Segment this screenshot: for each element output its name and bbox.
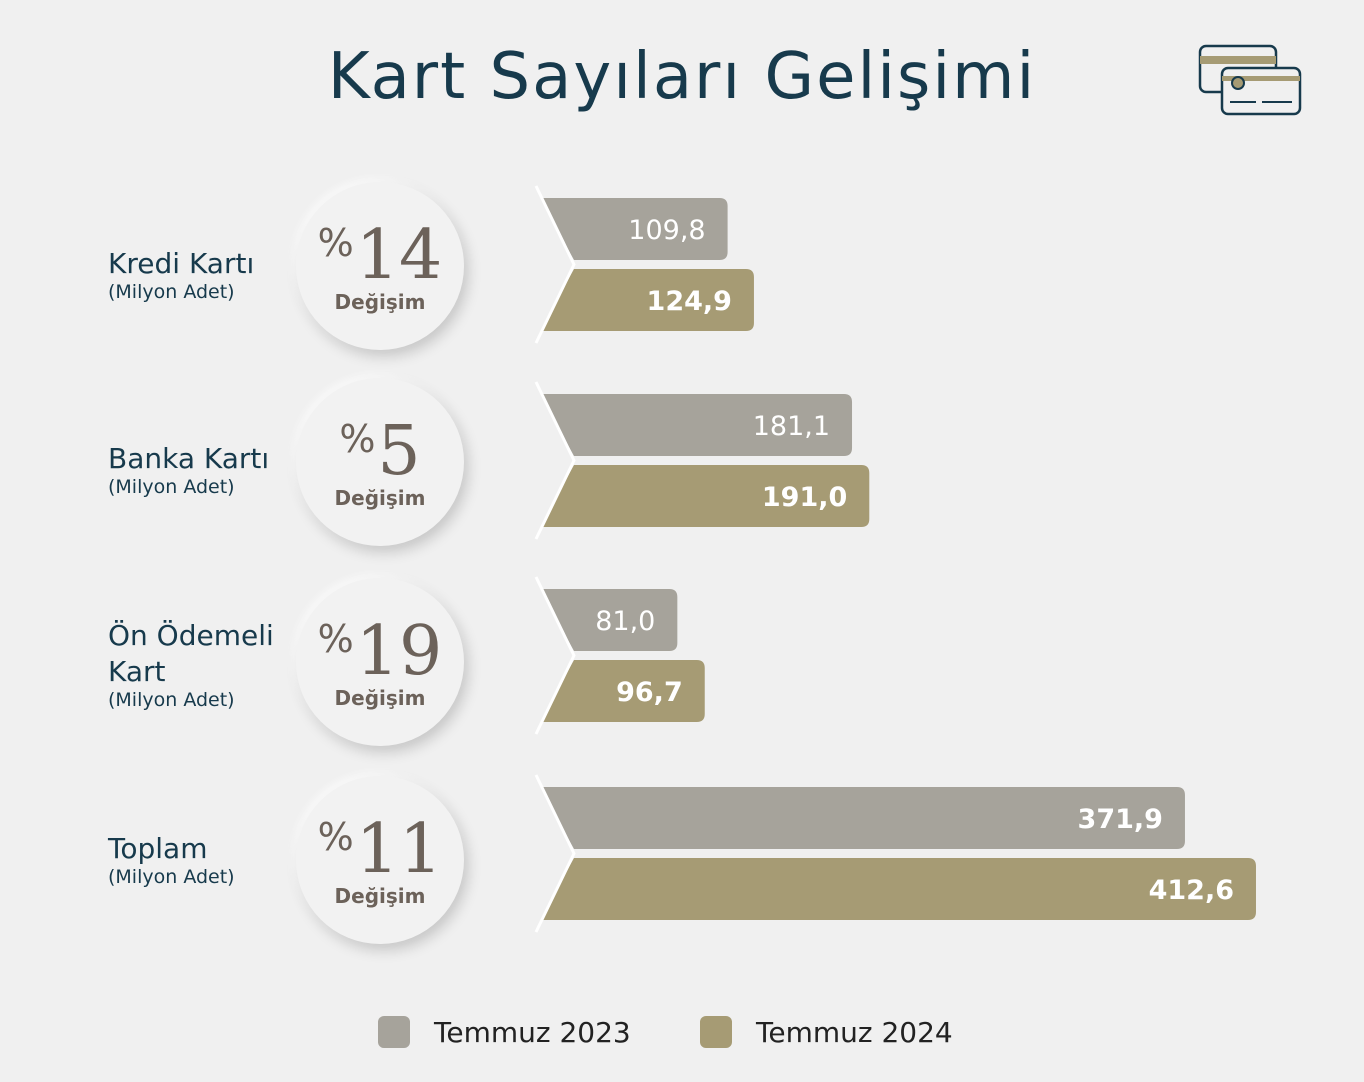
- change-value: 5: [377, 412, 421, 491]
- change-badge-on-odemeli: %19 Değişim: [296, 578, 464, 746]
- category-unit: (Milyon Adet): [108, 689, 235, 711]
- bar-value-label: 191,0: [762, 482, 847, 513]
- credit-cards-icon: [1198, 44, 1302, 116]
- change-value: 11: [355, 810, 443, 889]
- bar-value-label: 109,8: [628, 215, 705, 246]
- change-value: 14: [355, 216, 443, 295]
- change-badge-banka: %5 Değişim: [296, 378, 464, 546]
- bar-2024-2: [540, 660, 705, 722]
- category-unit: (Milyon Adet): [108, 476, 235, 498]
- bar-value-label: 371,9: [1078, 804, 1163, 835]
- bar-group-chevron-edge: [534, 576, 576, 735]
- legend-item-2023: Temmuz 2023: [378, 1014, 631, 1050]
- bar-value-label: 124,9: [647, 286, 732, 317]
- bar-2024-1: [540, 465, 870, 527]
- bar-group-chevron: [534, 577, 574, 734]
- change-label: Değişim: [334, 486, 426, 510]
- category-label-kredi: Kredi Kartı (Milyon Adet): [108, 246, 254, 302]
- category-label-on-odemeli: Ön Ödemeli Kart (Milyon Adet): [108, 618, 288, 710]
- change-badge-kredi: %14 Değişim: [296, 182, 464, 350]
- change-value: 19: [355, 612, 443, 691]
- change-badge-toplam: %11 Değişim: [296, 776, 464, 944]
- category-label-banka: Banka Kartı (Milyon Adet): [108, 441, 269, 497]
- change-prefix: %: [317, 221, 354, 265]
- bar-2023-3: [540, 787, 1185, 849]
- change-prefix: %: [339, 417, 376, 461]
- change-label: Değişim: [334, 290, 426, 314]
- category-name: Ön Ödemeli Kart: [108, 619, 274, 688]
- bar-value-label: 81,0: [595, 606, 655, 637]
- bar-2023-0: [540, 198, 728, 260]
- legend-swatch-2024: [700, 1016, 732, 1048]
- category-name: Toplam: [108, 832, 208, 865]
- category-name: Kredi Kartı: [108, 247, 255, 280]
- category-name: Banka Kartı: [108, 442, 270, 475]
- bar-group-chevron: [534, 382, 574, 539]
- change-prefix: %: [317, 815, 354, 859]
- bar-2024-0: [540, 269, 754, 331]
- bar-value-label: 96,7: [616, 677, 683, 708]
- change-prefix: %: [317, 617, 354, 661]
- bar-2023-2: [540, 589, 678, 651]
- legend-label: Temmuz 2023: [434, 1015, 631, 1049]
- category-unit: (Milyon Adet): [108, 281, 235, 303]
- bar-value-label: 412,6: [1149, 875, 1234, 906]
- bar-value-label: 181,1: [753, 411, 830, 442]
- change-label: Değişim: [334, 884, 426, 908]
- legend-item-2024: Temmuz 2024: [700, 1014, 953, 1050]
- page-title: Kart Sayıları Gelişimi: [327, 40, 1037, 114]
- bar-group-chevron-edge: [534, 774, 576, 933]
- category-unit: (Milyon Adet): [108, 866, 235, 888]
- change-label: Değişim: [334, 686, 426, 710]
- bar-2023-1: [540, 394, 853, 456]
- legend-swatch-2023: [378, 1016, 410, 1048]
- bar-group-chevron: [534, 775, 574, 932]
- bar-group-chevron-edge: [534, 185, 576, 344]
- bar-chart: 109,8 124,9 181,1 191,0 81,0 96,7 371,9 412,6: [534, 185, 1256, 933]
- bar-group-chevron: [534, 186, 574, 343]
- category-label-toplam: Toplam (Milyon Adet): [108, 831, 235, 887]
- legend-label: Temmuz 2024: [756, 1015, 953, 1049]
- bar-2024-3: [540, 858, 1256, 920]
- bar-group-chevron-edge: [534, 381, 576, 540]
